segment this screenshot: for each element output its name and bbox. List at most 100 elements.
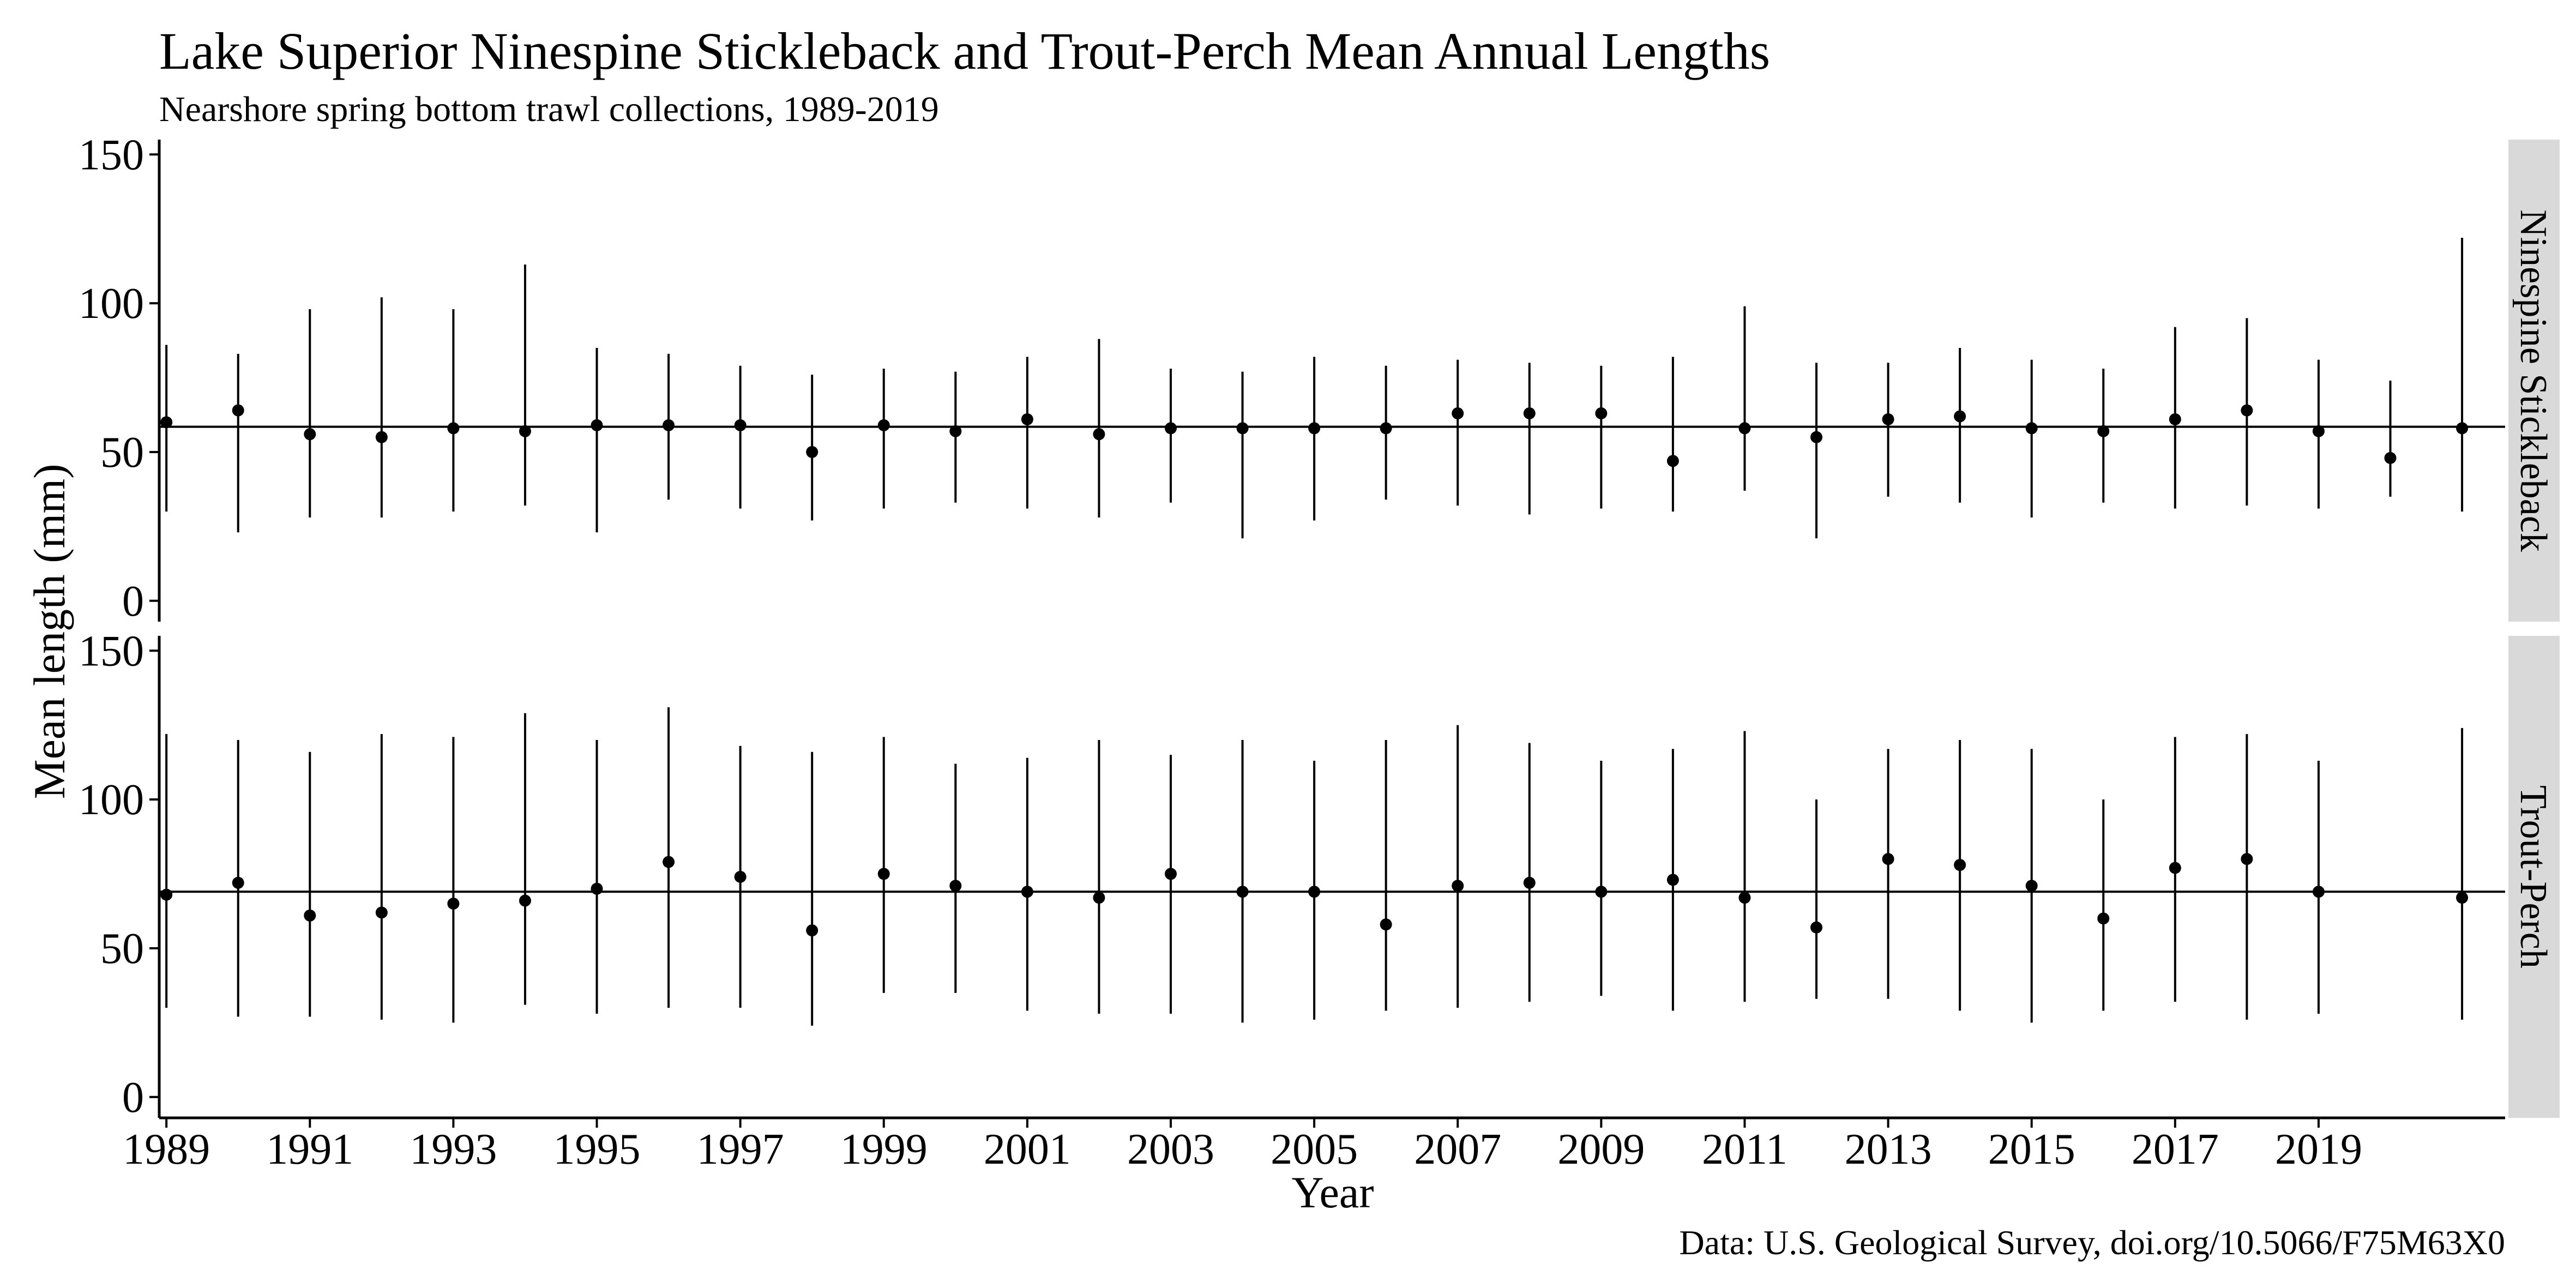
mean-point: [1308, 886, 1321, 898]
mean-point: [1954, 859, 1966, 871]
mean-point: [1236, 886, 1249, 898]
mean-point: [375, 431, 388, 443]
mean-point: [160, 416, 173, 429]
mean-point: [1452, 880, 1464, 892]
mean-point: [1738, 422, 1751, 435]
y-tick-label: 150: [79, 627, 144, 675]
mean-point: [806, 924, 818, 937]
mean-point: [1021, 886, 1033, 898]
mean-point: [2097, 912, 2110, 925]
mean-point: [1093, 428, 1105, 441]
mean-point: [375, 906, 388, 919]
mean-point: [1595, 886, 1608, 898]
mean-point: [447, 422, 460, 435]
y-tick-label: 0: [122, 1074, 144, 1122]
mean-point: [1882, 413, 1894, 425]
y-tick-label: 100: [79, 776, 144, 824]
y-axis-title: Mean length (mm): [25, 464, 74, 799]
x-tick-label: 1993: [410, 1126, 497, 1173]
mean-point: [734, 419, 747, 431]
mean-point: [1380, 918, 1392, 931]
mean-point: [232, 876, 244, 889]
mean-point: [1164, 868, 1177, 880]
mean-point: [591, 882, 603, 895]
mean-point: [2169, 413, 2181, 425]
x-tick-label: 1995: [553, 1126, 641, 1173]
facet-strip: [2508, 140, 2560, 622]
mean-point: [519, 894, 531, 907]
mean-point: [1380, 422, 1392, 435]
mean-point: [1954, 410, 1966, 423]
x-tick-label: 1991: [266, 1126, 353, 1173]
mean-point: [877, 419, 890, 431]
mean-point: [1523, 407, 1536, 420]
x-tick-label: 2019: [2275, 1126, 2362, 1173]
chart-subtitle: Nearshore spring bottom trawl collection…: [159, 89, 939, 129]
x-tick-label: 2003: [1127, 1126, 1214, 1173]
y-tick-label: 0: [122, 577, 144, 625]
mean-point: [1666, 874, 1679, 886]
y-tick-label: 100: [79, 280, 144, 328]
panel-1: 0 50 100 150 Trout-Perch: [79, 627, 2560, 1122]
x-tick-label: 2005: [1271, 1126, 1358, 1173]
x-tick-label: 1989: [123, 1126, 210, 1173]
x-tick-label: 2017: [2132, 1126, 2219, 1173]
mean-point: [591, 419, 603, 431]
chart-title: Lake Superior Ninespine Stickleback and …: [159, 22, 1770, 80]
mean-point: [1093, 892, 1105, 904]
mean-point: [2456, 892, 2469, 904]
y-tick-label: 150: [79, 131, 144, 179]
mean-point: [734, 871, 747, 883]
mean-point: [1021, 413, 1033, 425]
x-tick-label: 2009: [1557, 1126, 1645, 1173]
mean-point: [1810, 921, 1823, 934]
mean-point: [2384, 452, 2397, 464]
mean-point: [2241, 853, 2253, 865]
x-axis-title: Year: [1291, 1167, 1374, 1217]
mean-point: [2312, 425, 2325, 437]
mean-point: [2025, 422, 2038, 435]
x-tick-label: 2015: [1988, 1126, 2075, 1173]
mean-point: [1666, 455, 1679, 467]
mean-point: [2241, 404, 2253, 417]
mean-point: [304, 428, 316, 441]
mean-point: [663, 856, 675, 868]
mean-point: [1738, 892, 1751, 904]
mean-point: [2456, 422, 2469, 435]
x-tick-label: 2007: [1414, 1126, 1501, 1173]
x-tick-label: 2001: [984, 1126, 1071, 1173]
mean-point: [806, 446, 818, 458]
data-source-caption: Data: U.S. Geological Survey, doi.org/10…: [1679, 1223, 2505, 1262]
mean-point: [2169, 862, 2181, 874]
y-tick-label: 50: [100, 429, 144, 477]
mean-point: [2025, 880, 2038, 892]
mean-point: [1308, 422, 1321, 435]
mean-point: [160, 888, 173, 901]
facet-strip-label: Ninespine Stickleback: [2512, 209, 2554, 552]
facet-strip: [2508, 636, 2560, 1118]
mean-point: [447, 898, 460, 910]
mean-point: [949, 425, 962, 437]
mean-point: [663, 419, 675, 431]
mean-point: [877, 868, 890, 880]
panel-0: 0 50 100 150 Ninespine Stickleback: [79, 131, 2560, 625]
mean-point: [1810, 431, 1823, 443]
mean-point: [304, 909, 316, 922]
facet-strip-label: Trout-Perch: [2512, 785, 2554, 968]
y-tick-label: 50: [100, 925, 144, 973]
x-tick-label: 1997: [697, 1126, 784, 1173]
mean-point: [1164, 422, 1177, 435]
x-tick-label: 2011: [1702, 1126, 1787, 1173]
mean-point: [1523, 876, 1536, 889]
mean-point: [2312, 886, 2325, 898]
mean-point: [1882, 853, 1894, 865]
mean-point: [1595, 407, 1608, 420]
mean-point: [1236, 422, 1249, 435]
mean-point: [519, 425, 531, 437]
mean-point: [1452, 407, 1464, 420]
mean-point: [2097, 425, 2110, 437]
x-tick-label: 2013: [1845, 1126, 1932, 1173]
mean-point: [232, 404, 244, 417]
x-tick-label: 1999: [840, 1126, 928, 1173]
